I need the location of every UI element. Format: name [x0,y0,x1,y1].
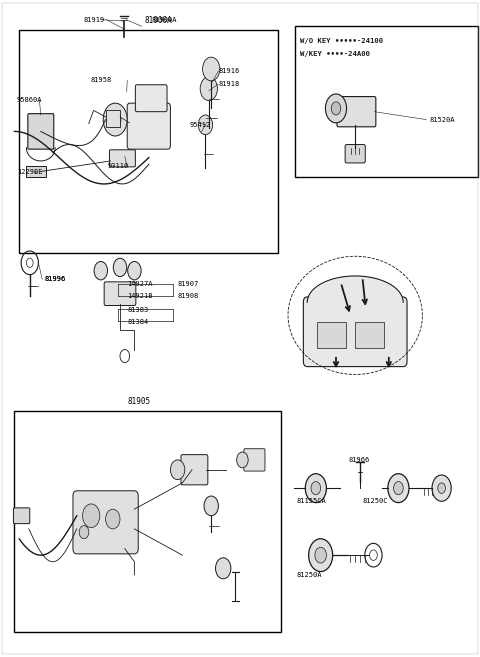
Circle shape [237,452,248,468]
Circle shape [200,77,217,101]
Circle shape [94,261,108,280]
FancyBboxPatch shape [345,145,365,163]
Text: 81958: 81958 [90,77,111,83]
Circle shape [331,102,341,115]
Circle shape [315,547,326,563]
FancyBboxPatch shape [13,508,30,524]
Bar [317,322,346,348]
Text: 81918: 81918 [218,81,240,87]
FancyBboxPatch shape [181,455,208,485]
FancyBboxPatch shape [135,85,167,112]
FancyBboxPatch shape [244,449,265,471]
FancyBboxPatch shape [73,491,138,554]
Text: 81250C: 81250C [363,497,388,504]
Bar [106,110,120,127]
Circle shape [309,539,333,572]
FancyBboxPatch shape [127,103,170,149]
Bar [19,30,278,253]
Text: 81966: 81966 [348,457,370,463]
FancyBboxPatch shape [303,297,407,367]
Text: 1229BE: 1229BE [17,169,42,175]
Bar [295,26,478,177]
Bar [14,411,281,632]
Text: 14921B: 14921B [127,292,153,299]
Circle shape [204,496,218,516]
Text: 81905: 81905 [128,397,151,406]
Bar [26,166,46,177]
Text: 81383: 81383 [127,307,148,313]
Text: 81900A: 81900A [144,16,172,25]
Text: 81155CA: 81155CA [297,497,326,504]
Circle shape [198,115,213,135]
Circle shape [203,57,220,81]
Circle shape [170,460,185,480]
Circle shape [432,475,451,501]
Text: W/KEY ••••-24A00: W/KEY ••••-24A00 [300,51,370,57]
Text: 95412: 95412 [190,122,211,128]
Circle shape [438,483,445,493]
Text: 81908: 81908 [178,292,199,299]
Text: 81916: 81916 [218,68,240,74]
Text: 81250A: 81250A [297,572,322,578]
Circle shape [128,261,141,280]
Circle shape [388,474,409,503]
Circle shape [113,258,127,277]
Text: 81996: 81996 [44,276,65,283]
Circle shape [325,94,347,123]
Circle shape [305,474,326,503]
Text: W/O KEY •••••-24100: W/O KEY •••••-24100 [300,38,383,44]
Circle shape [394,482,403,495]
Circle shape [109,112,121,127]
Text: 95860A: 95860A [17,97,42,103]
Circle shape [83,504,100,528]
FancyBboxPatch shape [28,114,54,149]
Text: 81907: 81907 [178,281,199,287]
Text: 81520A: 81520A [430,116,455,123]
Circle shape [216,558,231,579]
Text: 81919: 81919 [84,16,105,23]
Circle shape [103,103,127,136]
Bar [355,322,384,348]
Circle shape [311,482,321,495]
Text: 81996: 81996 [44,276,65,283]
Text: 93110: 93110 [108,162,129,169]
Text: 14927A: 14927A [127,281,153,287]
Circle shape [106,509,120,529]
Circle shape [79,526,89,539]
Text: 81384: 81384 [127,319,148,325]
Text: 81900A: 81900A [151,16,177,23]
FancyBboxPatch shape [337,97,376,127]
FancyBboxPatch shape [104,282,136,306]
FancyBboxPatch shape [109,150,135,167]
